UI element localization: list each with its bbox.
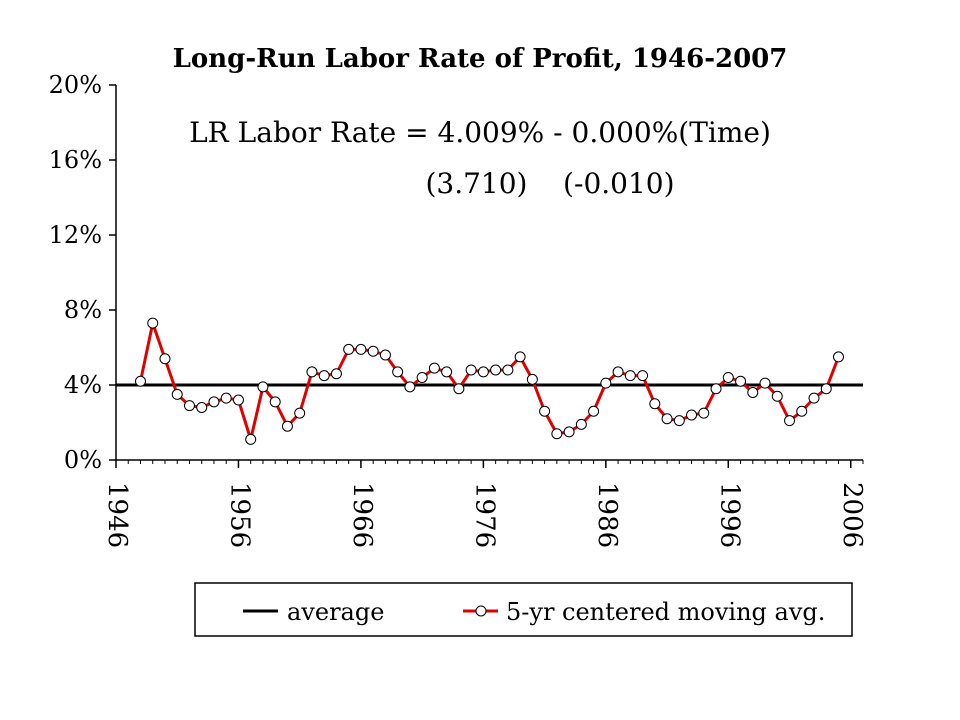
data-point	[637, 370, 649, 382]
data-point	[771, 390, 783, 402]
axes: 0% 4% 8% 12% 16% 20% 1946 1956 1966 1976 1986 1996 2…	[49, 71, 867, 548]
data-point	[171, 388, 183, 400]
legend-marker-moving-avg	[475, 605, 487, 617]
y-tick-label: 16%	[49, 146, 102, 174]
data-point	[208, 396, 220, 408]
legend-label-moving-avg: 5-yr centered moving avg.	[506, 598, 825, 626]
x-tick-label: 1966	[347, 482, 377, 548]
y-tick-label: 12%	[49, 221, 102, 249]
x-tick-label: 1996	[714, 482, 744, 548]
series-moving-avg-line	[139, 321, 840, 441]
data-point	[575, 418, 587, 430]
data-point	[147, 317, 159, 329]
data-point	[355, 343, 367, 355]
y-tick-label: 4%	[64, 371, 102, 399]
data-point	[330, 368, 342, 380]
data-point	[367, 345, 379, 357]
data-point	[281, 420, 293, 432]
data-point	[183, 400, 195, 412]
data-point	[759, 377, 771, 389]
data-point	[551, 428, 563, 440]
data-point	[526, 373, 538, 385]
data-point	[490, 364, 502, 376]
data-point	[722, 372, 734, 383]
data-point	[294, 407, 306, 419]
data-point	[698, 407, 710, 419]
series-layer	[116, 317, 863, 445]
data-point	[539, 405, 551, 417]
x-tick-label: 2006	[837, 482, 867, 548]
data-point	[612, 366, 624, 378]
legend-label-average: average	[287, 598, 384, 626]
data-point	[833, 351, 845, 363]
data-point	[453, 383, 465, 395]
y-tick-label: 8%	[64, 296, 102, 324]
data-point	[600, 377, 612, 389]
regression-tstats: (3.710) (-0.010)	[425, 167, 674, 200]
legend: average 5-yr centered moving avg.	[194, 582, 853, 637]
data-point	[649, 398, 661, 410]
data-point	[318, 370, 330, 382]
regression-equation: LR Labor Rate = 4.009% - 0.000%(Time)	[189, 116, 771, 149]
data-point	[784, 415, 796, 427]
data-point	[588, 405, 600, 417]
data-point	[477, 366, 489, 378]
data-point	[428, 362, 440, 374]
data-point	[134, 375, 146, 387]
data-point	[796, 405, 808, 417]
y-tick-label: 20%	[49, 71, 102, 99]
data-point	[820, 383, 832, 395]
data-point	[159, 353, 171, 365]
data-point	[379, 349, 391, 361]
data-point	[343, 343, 355, 355]
data-point	[232, 394, 244, 406]
data-point	[465, 364, 477, 376]
data-point	[686, 409, 698, 421]
data-point	[220, 392, 232, 404]
data-point	[502, 364, 514, 376]
data-point	[514, 351, 526, 363]
x-tick-label: 1956	[224, 482, 254, 548]
data-point	[747, 387, 759, 398]
data-point	[404, 381, 416, 393]
data-point	[441, 366, 453, 378]
legend-box	[194, 582, 853, 637]
x-tick-label: 1986	[592, 482, 622, 548]
chart-title: Long-Run Labor Rate of Profit, 1946-2007	[173, 44, 788, 74]
data-point	[735, 375, 747, 387]
data-point	[673, 415, 685, 427]
data-point	[196, 402, 208, 413]
y-tick-label: 0%	[64, 446, 102, 474]
x-tick-label: 1976	[469, 482, 499, 548]
data-point	[392, 366, 404, 378]
data-point	[808, 392, 820, 404]
data-point	[416, 372, 428, 383]
data-point	[624, 370, 636, 382]
data-point	[563, 426, 575, 438]
data-point	[245, 433, 257, 445]
x-tick-label: 1946	[102, 482, 132, 548]
data-point	[269, 396, 281, 408]
data-point	[661, 413, 673, 425]
data-point	[710, 383, 722, 395]
data-point	[306, 366, 318, 378]
data-point	[257, 381, 269, 393]
